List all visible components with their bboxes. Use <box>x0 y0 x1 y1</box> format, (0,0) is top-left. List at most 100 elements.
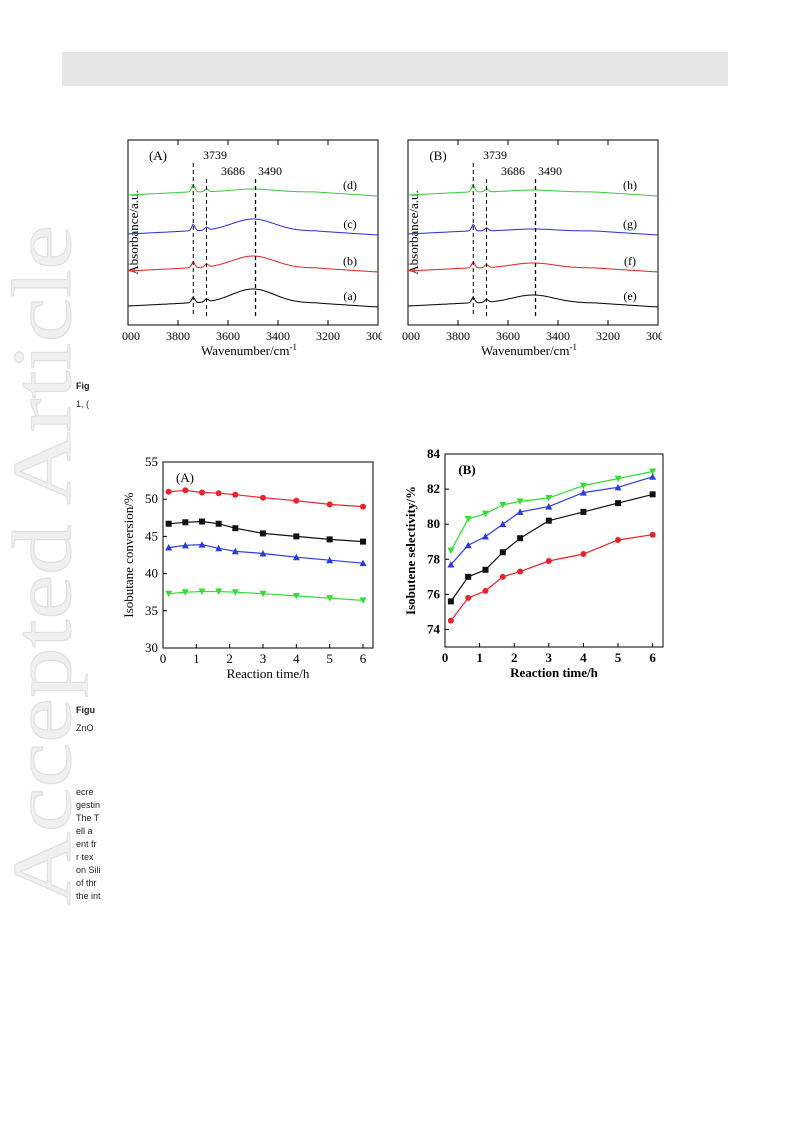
data-point-triangle-down <box>292 592 300 600</box>
data-point-square <box>615 500 622 507</box>
peak-label: 3739 <box>203 148 227 162</box>
conversion-panel: 0 1 2 3 4 5 6 30 35 40 45 50 55 Reaction time/h Isobut… <box>118 455 380 687</box>
plot-frame <box>407 139 659 326</box>
data-point-circle <box>215 490 222 497</box>
data-point-triangle-down <box>649 468 657 476</box>
fig-caption-1b: 1, ( <box>76 399 90 409</box>
curve-label: (b) <box>343 254 357 268</box>
fig-caption-2b: ZnO <box>76 723 94 733</box>
data-point-triangle-up <box>464 541 472 549</box>
y-tick-label: 82 <box>427 481 440 496</box>
data-point-circle <box>447 617 454 624</box>
ir-panel-a: 4000 3800 3600 3400 3200 3000 Wavenumber/cm-1 A… <box>122 134 382 366</box>
spectrum-curve <box>127 218 379 236</box>
x-axis-label: Reaction time/h <box>227 666 310 681</box>
data-point-triangle-up <box>198 541 206 548</box>
x-tick-label: 4000 <box>402 329 420 343</box>
y-tick-label: 78 <box>427 551 441 566</box>
body-paragraph-fragment: ecre gestin The T ell a ent fr r tex on Sili of… <box>76 786 116 903</box>
y-tick-label: 35 <box>145 603 158 618</box>
x-tick-label: 1 <box>476 650 483 665</box>
x-tick-label: 0 <box>442 650 449 665</box>
y-axis-label: Absorbance/a.u. <box>126 190 141 274</box>
x-tick-label: 3 <box>546 650 553 665</box>
data-point-square <box>293 533 300 540</box>
data-point-circle <box>517 568 524 575</box>
paragraph-line: of thr <box>76 878 97 888</box>
watermark-text: Accepted Article <box>0 225 88 905</box>
peak-label: 3490 <box>538 164 562 178</box>
data-point-square <box>232 525 239 532</box>
data-point-square <box>326 536 333 543</box>
y-tick-label: 84 <box>427 448 441 461</box>
x-tick-label: 1 <box>193 651 200 666</box>
selectivity-panel: 0 1 2 3 4 5 6 74 76 78 80 82 84 Reaction time/h Isobut… <box>398 448 670 693</box>
curve-label: (h) <box>623 178 637 192</box>
curve-label: (g) <box>623 217 637 231</box>
y-axis-label: Isobutene selectivity/% <box>403 486 418 615</box>
curve-label: (a) <box>343 289 356 303</box>
x-tick-label: 4000 <box>122 329 140 343</box>
data-point-triangle-up <box>359 559 367 567</box>
spectrum-curve <box>127 184 379 197</box>
x-tick-label: 5 <box>615 650 622 665</box>
data-point-triangle-up <box>259 550 267 557</box>
x-tick-label: 3400 <box>546 329 570 343</box>
x-tick-label: 3000 <box>646 329 662 343</box>
data-point-triangle-up <box>579 489 587 496</box>
fig-caption-2: Figu <box>76 705 95 715</box>
peak-label: 3490 <box>258 164 282 178</box>
page-header-bar <box>62 52 728 86</box>
data-point-triangle-up <box>481 532 489 540</box>
x-tick-label: 3 <box>260 651 267 666</box>
data-point-square <box>199 518 205 525</box>
y-tick-label: 76 <box>427 586 441 601</box>
paragraph-line: The T <box>76 813 100 823</box>
data-point-circle <box>199 489 205 496</box>
data-point-square <box>360 538 366 545</box>
data-point-square <box>517 535 524 542</box>
y-tick-label: 55 <box>145 455 158 469</box>
data-point-triangle-down <box>259 590 267 598</box>
plot-frame <box>162 461 374 649</box>
data-point-square <box>580 508 587 515</box>
data-point-triangle-down <box>464 515 472 523</box>
data-point-triangle-down <box>359 597 367 604</box>
data-point-triangle-down <box>579 482 587 490</box>
paragraph-line: on Sili <box>76 865 101 875</box>
data-point-circle <box>165 488 172 495</box>
x-axis-label: Wavenumber/cm-1 <box>201 342 297 358</box>
x-tick-label: 3200 <box>316 329 340 343</box>
data-point-square <box>499 549 506 556</box>
series-line <box>168 543 364 564</box>
x-tick-label: 3800 <box>166 329 190 343</box>
spectrum-curve <box>127 255 379 273</box>
curve-label: (e) <box>623 289 636 303</box>
y-tick-label: 30 <box>145 640 158 655</box>
curve-label: (f) <box>624 254 636 268</box>
data-point-triangle-up <box>326 556 334 564</box>
x-tick-label: 3200 <box>596 329 620 343</box>
data-point-triangle-up <box>499 520 507 528</box>
data-point-triangle-up <box>614 483 622 491</box>
paragraph-line: ell a <box>76 826 93 836</box>
data-point-circle <box>649 531 656 538</box>
data-point-triangle-down <box>516 498 524 505</box>
data-point-square <box>182 519 189 526</box>
peak-label: 3686 <box>221 164 245 178</box>
x-tick-label: 2 <box>511 650 518 665</box>
y-tick-label: 45 <box>145 528 158 543</box>
series-line <box>450 534 653 622</box>
ir-chart-b: 4000 3800 3600 3400 3200 3000 Wavenumber/cm-1 A… <box>402 139 662 358</box>
data-point-circle <box>232 491 239 498</box>
data-point-square <box>215 520 222 527</box>
data-point-triangle-down <box>614 475 622 483</box>
ir-panel-b: 4000 3800 3600 3400 3200 3000 Wavenumber/cm-1 A… <box>402 134 662 366</box>
data-point-circle <box>326 501 333 508</box>
data-point-triangle-up <box>165 544 173 551</box>
data-point-triangle-up <box>231 547 239 555</box>
data-point-square <box>545 517 552 524</box>
x-tick-label: 2 <box>226 651 233 666</box>
paragraph-line: ent fr <box>76 839 97 849</box>
